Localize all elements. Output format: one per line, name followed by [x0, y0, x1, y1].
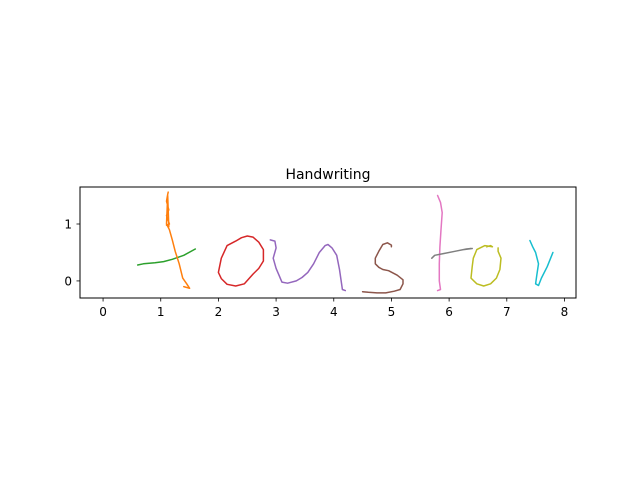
x-tick-label: 3 — [272, 305, 280, 319]
x-tick-label: 1 — [157, 305, 165, 319]
y-tick-label: 0 — [64, 274, 72, 288]
x-tick-label: 7 — [503, 305, 511, 319]
chart-title: Handwriting — [285, 167, 370, 183]
x-tick-label: 2 — [215, 305, 223, 319]
x-tick-label: 8 — [561, 305, 569, 319]
stroke-series-1 — [136, 248, 197, 266]
plot-frame — [79, 186, 577, 299]
axis-layer: 0 1 2 3 4 5 6 7 8 0 1 — [64, 218, 568, 320]
stroke-series-5 — [361, 242, 404, 294]
x-tick-label: 6 — [445, 305, 453, 319]
stroke-series-7 — [431, 247, 473, 259]
stroke-series-4 — [269, 239, 347, 292]
stroke-series-8 — [470, 244, 502, 287]
stroke-series-2 — [165, 191, 191, 290]
plot-area — [80, 187, 576, 298]
y-tick-label: 1 — [64, 218, 72, 232]
stroke-series-6 — [436, 194, 443, 292]
x-tick-label: 4 — [330, 305, 338, 319]
series-layer — [136, 191, 554, 294]
x-tick-label: 0 — [99, 305, 107, 319]
x-tick-label: 5 — [388, 305, 396, 319]
stroke-series-9 — [529, 239, 554, 287]
stroke-series-3 — [217, 235, 265, 287]
